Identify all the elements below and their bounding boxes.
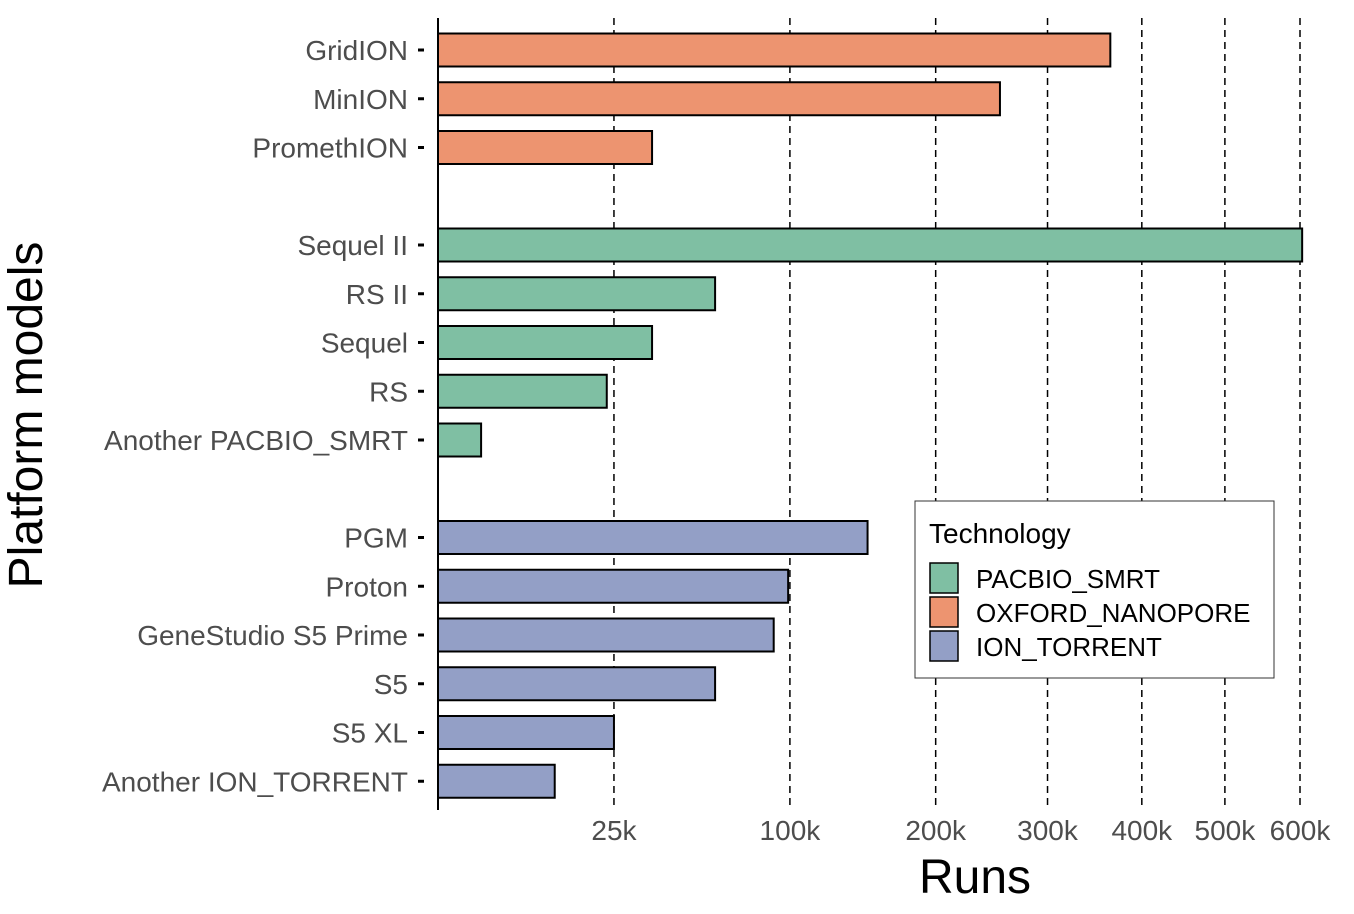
- bar: [437, 617, 775, 653]
- bar: [437, 325, 654, 360]
- y-tick-label: Another PACBIO_SMRT: [104, 425, 408, 456]
- legend-box: [914, 500, 1275, 679]
- legend-label: PACBIO_SMRT: [976, 564, 1160, 594]
- x-tick-label: 500k: [1195, 815, 1257, 846]
- x-tick-label: 25k: [591, 815, 637, 846]
- x-tick-label: 200k: [905, 815, 967, 846]
- bar: [437, 130, 654, 165]
- y-tick-label: S5: [374, 669, 408, 700]
- legend-swatch: [929, 630, 959, 662]
- bar: [437, 422, 483, 458]
- bar: [437, 276, 717, 312]
- bar: [437, 568, 790, 604]
- legend-title: Technology: [929, 518, 1071, 549]
- bar: [437, 715, 615, 750]
- legend-swatch: [929, 562, 959, 594]
- bar: [437, 81, 1001, 117]
- grid-lines: [613, 18, 1301, 810]
- x-tick-label: 300k: [1017, 815, 1079, 846]
- y-tick-label: PromethION: [252, 133, 408, 164]
- y-tick-label: Sequel II: [297, 230, 408, 261]
- y-tick-label: Another ION_TORRENT: [102, 766, 408, 797]
- x-axis-title: Runs: [919, 851, 1031, 904]
- bar: [437, 666, 717, 702]
- legend-label: OXFORD_NANOPORE: [976, 598, 1251, 628]
- y-tick-label: GridION: [305, 35, 408, 66]
- bar: [437, 520, 869, 555]
- y-axis-title: Platform models: [0, 242, 53, 589]
- bars: [437, 32, 1304, 799]
- bar: [437, 227, 1304, 263]
- legend: Technology PACBIO_SMRT OXFORD_NANOPORE ION…: [914, 500, 1275, 679]
- y-tick-label: Proton: [326, 571, 409, 602]
- axes: 25k 100k 200k 300k 400k 500k 600k GridION MinION…: [102, 18, 1331, 846]
- legend-label: ION_TORRENT: [976, 632, 1162, 662]
- legend-swatch: [929, 596, 959, 628]
- bar: [437, 373, 608, 409]
- y-tick-label: Sequel: [321, 328, 408, 359]
- y-tick-label: S5 XL: [332, 718, 408, 749]
- x-tick-label: 400k: [1111, 815, 1173, 846]
- y-tick-label: RS: [369, 376, 408, 407]
- y-tick-label: MinION: [313, 84, 408, 115]
- y-tick-label: GeneStudio S5 Prime: [137, 620, 408, 651]
- bar: [437, 763, 556, 799]
- y-tick-label: RS II: [346, 279, 408, 310]
- bar: [437, 32, 1112, 68]
- x-tick-label: 600k: [1270, 815, 1332, 846]
- x-tick-label: 100k: [760, 815, 822, 846]
- y-tick-label: PGM: [344, 523, 408, 554]
